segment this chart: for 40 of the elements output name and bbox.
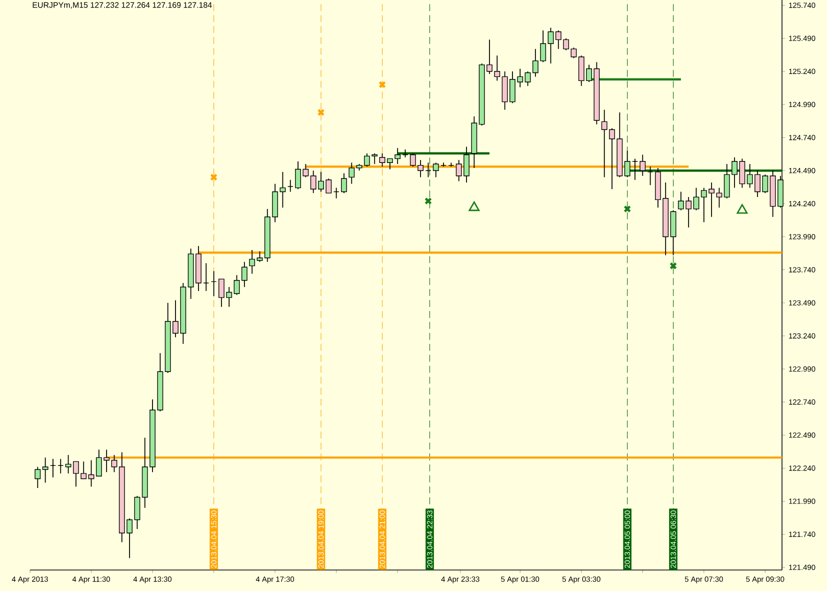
candlestick <box>249 250 256 274</box>
candlestick <box>287 179 294 192</box>
candlestick <box>624 150 630 178</box>
candlestick <box>425 162 432 178</box>
candlestick <box>647 166 654 186</box>
candlestick <box>693 187 700 211</box>
point <box>210 173 218 181</box>
candlestick <box>379 152 386 168</box>
point <box>317 108 325 116</box>
candlestick <box>210 270 217 297</box>
point <box>468 201 480 212</box>
candlestick <box>88 460 94 488</box>
candlestick <box>440 162 446 168</box>
candlestick <box>234 274 240 296</box>
point <box>624 205 632 213</box>
candlestick <box>432 162 439 178</box>
candlestick <box>42 457 48 484</box>
candlestick <box>50 458 56 478</box>
candlestick <box>348 162 355 184</box>
point <box>670 262 677 270</box>
candlestick <box>203 262 210 292</box>
candlestick <box>524 70 531 86</box>
point <box>424 197 432 205</box>
candlestick <box>632 158 638 180</box>
candlestick <box>448 162 454 168</box>
candlestick <box>256 250 263 262</box>
point <box>378 80 386 88</box>
candlestick <box>58 458 64 474</box>
candlestick <box>333 187 340 199</box>
candlestick <box>280 171 286 208</box>
candlestick <box>34 466 41 488</box>
candlestick <box>548 27 554 64</box>
candlestick <box>111 454 118 473</box>
candlestick <box>570 47 577 59</box>
candlestick <box>640 154 646 176</box>
candlestick <box>134 495 140 530</box>
candlestick <box>341 172 347 194</box>
candlestick <box>241 261 248 288</box>
candlestick <box>716 187 722 208</box>
point <box>736 204 748 214</box>
